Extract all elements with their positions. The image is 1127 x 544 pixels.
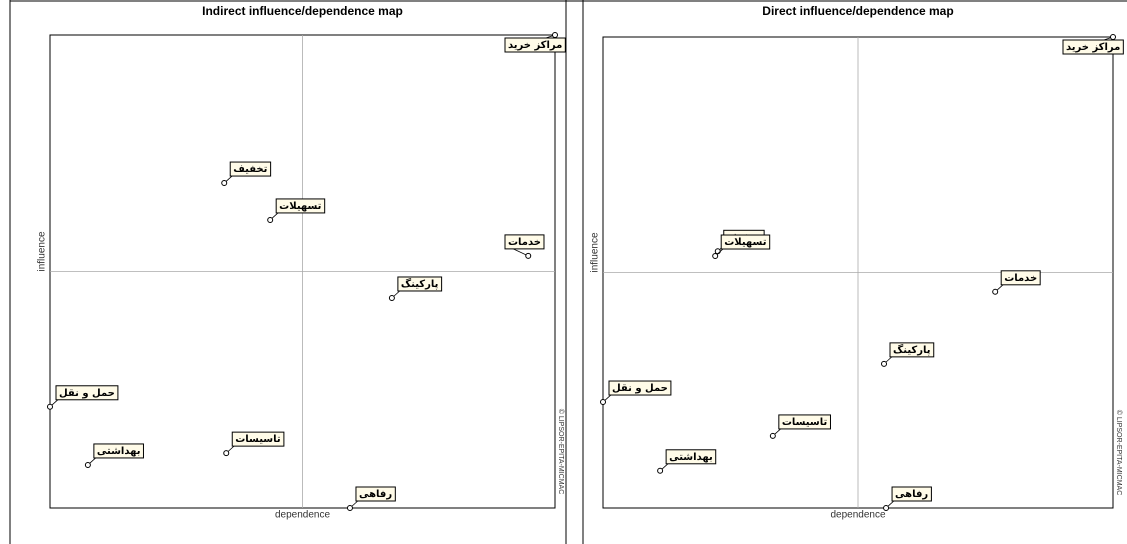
label-box [608,380,672,396]
point [769,432,776,439]
point [883,505,890,511]
point-label: مراکز خرید [508,40,562,51]
point-label: پارکینگ [893,344,931,356]
x-axis-label: dependence [830,510,885,521]
point [221,180,228,187]
point-label: تخفیف [233,164,267,175]
point-label: خدمات [508,237,541,248]
y-axis-label: influence [590,232,601,272]
label-box [504,37,566,53]
label-box [778,414,831,430]
point-label: خدمات [1004,273,1037,284]
point [600,399,606,406]
chart-title: Direct influence/dependence map [762,4,953,18]
point [712,253,719,260]
point-label: تاسیسات [782,417,828,428]
label-box [397,276,443,292]
credit: © LIPSOR-EPITA-MICMAC [1115,410,1123,496]
label-box [665,449,717,465]
label-box [55,385,119,401]
credit: © LIPSOR-EPITA-MICMAC [557,409,565,495]
point [1110,34,1116,40]
label-box [355,486,396,502]
point [388,294,395,301]
point [346,505,353,511]
point [267,216,274,223]
point [657,467,664,474]
label-box [504,234,545,250]
point-label: تاسیسات [235,434,281,445]
point-label: بهداشتی [97,446,141,457]
label-box [720,234,771,250]
label-box [231,431,285,447]
x-axis-label: dependence [275,510,330,521]
point [552,32,558,38]
point-label: مراکز خرید [1066,42,1120,53]
point [714,248,721,255]
label-box [1062,39,1124,55]
point-label: تسهیلات [724,237,767,248]
point-label: تسهیلات [279,201,322,212]
point [992,288,999,295]
label-box [229,161,272,177]
point-label: حمل و نقل [59,388,115,399]
label-box [891,486,932,502]
point-label: پارکینگ [401,278,439,290]
label-box [93,443,144,459]
label-box [275,198,326,214]
label-box [1000,270,1041,286]
point-label: حمل و نقل [612,383,668,394]
label-box [889,342,935,358]
point-label: رفاهی [359,489,392,500]
point [47,403,53,410]
point [84,461,91,468]
chart: Indirect influence/dependence map depende… [37,4,566,521]
point [525,252,532,259]
point-label: بهداشتی [669,452,713,463]
chart-title: Indirect influence/dependence map [202,4,403,18]
point-label: رفاهی [895,489,928,500]
y-axis-label: influence [37,231,48,271]
point [223,450,230,457]
chart: Direct influence/dependence map dependenc… [590,4,1124,521]
point [881,360,888,367]
